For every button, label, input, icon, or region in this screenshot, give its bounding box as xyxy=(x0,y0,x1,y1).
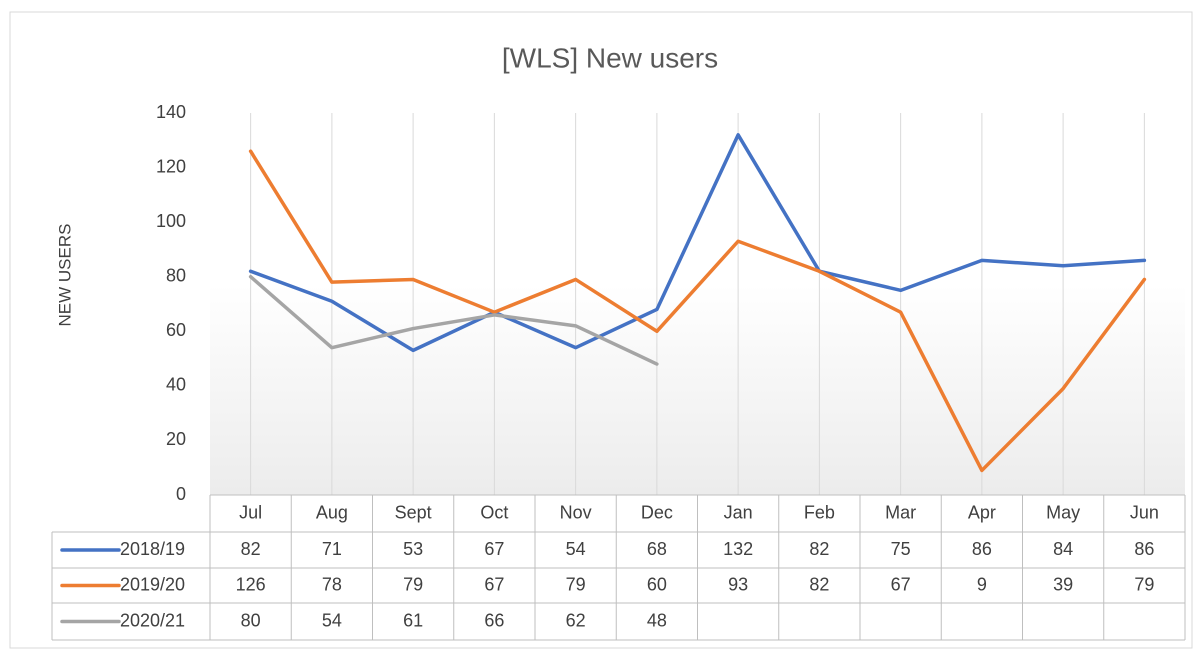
table-value: 67 xyxy=(484,574,504,594)
table-value: 71 xyxy=(322,539,342,559)
y-tick-label: 120 xyxy=(156,156,186,176)
table-value: 54 xyxy=(566,539,586,559)
y-tick-label: 100 xyxy=(156,211,186,231)
table-value: 93 xyxy=(728,574,748,594)
series-line xyxy=(248,133,1147,353)
series-line xyxy=(248,149,1147,473)
table-value: 68 xyxy=(647,539,667,559)
y-tick-label: 80 xyxy=(166,265,186,285)
y-tick-label: 40 xyxy=(166,375,186,395)
x-tick-label: May xyxy=(1046,502,1080,522)
x-tick-label: Nov xyxy=(560,502,592,522)
table-value: 80 xyxy=(241,610,261,630)
table-value: 82 xyxy=(809,539,829,559)
x-tick-label: Jan xyxy=(724,502,753,522)
table-value: 82 xyxy=(809,574,829,594)
table-value: 48 xyxy=(647,610,667,630)
table-value: 53 xyxy=(403,539,423,559)
x-tick-label: Jul xyxy=(239,502,262,522)
table-value: 79 xyxy=(1134,574,1154,594)
table-value: 60 xyxy=(647,574,667,594)
x-tick-label: Aug xyxy=(316,502,348,522)
series-line xyxy=(248,274,659,366)
table-value: 9 xyxy=(977,574,987,594)
y-tick-label: 140 xyxy=(156,102,186,122)
table-value: 75 xyxy=(891,539,911,559)
table-value: 86 xyxy=(1134,539,1154,559)
table-value: 79 xyxy=(403,574,423,594)
table-value: 126 xyxy=(236,574,266,594)
table-value: 132 xyxy=(723,539,753,559)
x-tick-label: Dec xyxy=(641,502,673,522)
table-value: 86 xyxy=(972,539,992,559)
legend-label: 2020/21 xyxy=(120,610,185,630)
table-value: 66 xyxy=(484,610,504,630)
x-tick-label: Apr xyxy=(968,502,996,522)
table-value: 62 xyxy=(566,610,586,630)
table-value: 67 xyxy=(891,574,911,594)
y-tick-label: 20 xyxy=(166,429,186,449)
plot-background xyxy=(210,195,1185,495)
chart-title: [WLS] New users xyxy=(502,42,718,73)
x-tick-label: Oct xyxy=(480,502,508,522)
table-value: 54 xyxy=(322,610,342,630)
y-tick-label: 60 xyxy=(166,320,186,340)
legend-label: 2019/20 xyxy=(120,574,185,594)
x-tick-label: Jun xyxy=(1130,502,1159,522)
table-value: 61 xyxy=(403,610,423,630)
y-axis-label: NEW USERS xyxy=(55,224,74,327)
table-value: 79 xyxy=(566,574,586,594)
table-value: 39 xyxy=(1053,574,1073,594)
x-tick-label: Feb xyxy=(804,502,835,522)
legend-label: 2018/19 xyxy=(120,539,185,559)
table-value: 82 xyxy=(241,539,261,559)
x-tick-label: Sept xyxy=(395,502,432,522)
table-value: 78 xyxy=(322,574,342,594)
table-value: 84 xyxy=(1053,539,1073,559)
x-tick-label: Mar xyxy=(885,502,916,522)
table-value: 67 xyxy=(484,539,504,559)
y-tick-label: 0 xyxy=(176,484,186,504)
